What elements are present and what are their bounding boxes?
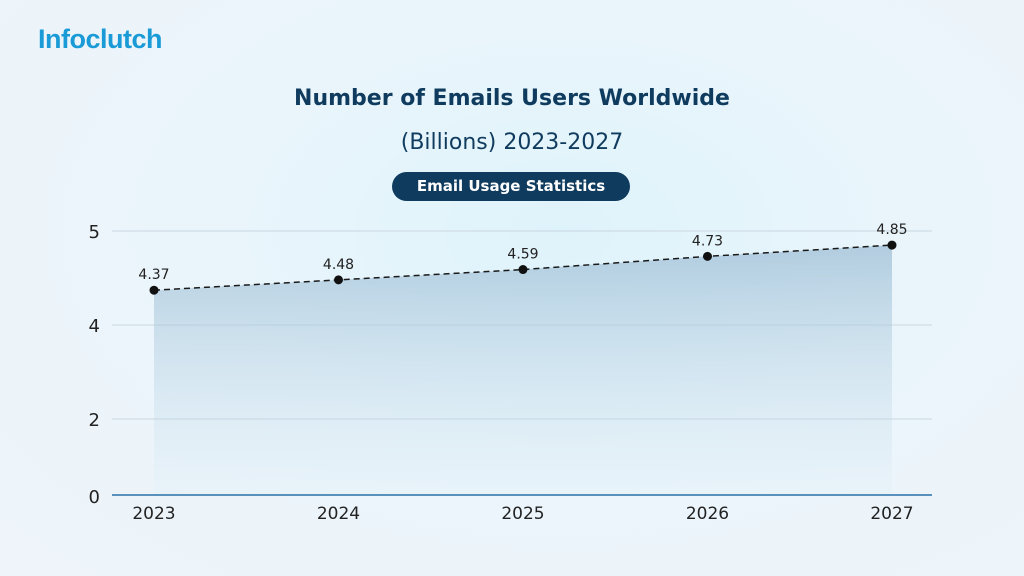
y-tick-label: 4 — [89, 316, 100, 337]
data-point — [149, 285, 159, 295]
x-tick-label: 2024 — [317, 504, 360, 524]
email-usage-badge: Email Usage Statistics — [392, 172, 630, 201]
data-label: 4.37 — [138, 267, 169, 283]
data-label: 4.59 — [507, 247, 538, 263]
infoclutch-logo: Infoclutch — [38, 24, 163, 54]
data-point — [887, 240, 897, 250]
data-label: 4.73 — [692, 233, 723, 249]
x-tick-label: 2023 — [132, 504, 175, 524]
data-label: 4.48 — [323, 257, 354, 273]
x-tick-label: 2025 — [501, 504, 544, 524]
series-line — [153, 244, 893, 291]
data-point — [703, 251, 712, 261]
area-fill — [154, 245, 892, 496]
chart-title: Number of Emails Users Worldwide — [294, 86, 730, 111]
y-tick-label: 2 — [89, 410, 100, 431]
x-tick-label: 2026 — [686, 504, 729, 524]
chart-subtitle: (Billions) 2023-2027 — [400, 130, 624, 155]
data-point — [518, 265, 528, 275]
data-point — [334, 275, 343, 285]
x-tick-label: 2027 — [870, 504, 913, 524]
data-label: 4.85 — [876, 222, 907, 238]
y-tick-label: 0 — [89, 487, 100, 508]
y-tick-label: 5 — [89, 222, 100, 243]
